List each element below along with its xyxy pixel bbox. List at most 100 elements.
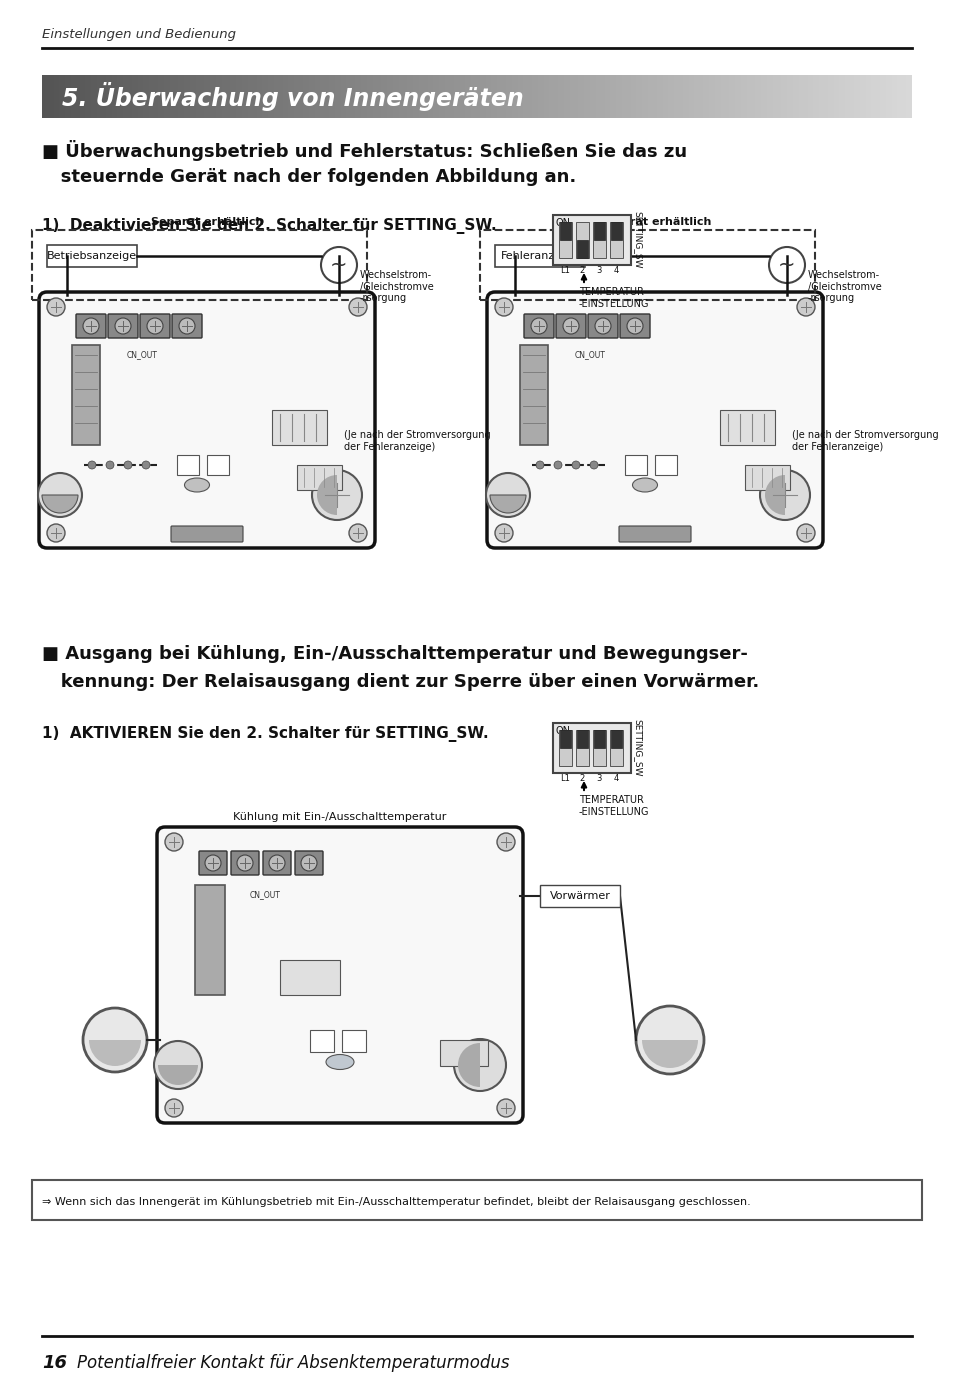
Bar [137,76,141,118]
Bar [905,76,908,118]
Circle shape [83,1008,147,1072]
Bar [677,76,679,118]
Bar [813,76,816,118]
Bar [882,76,885,118]
Bar [279,76,283,118]
Bar [48,76,51,118]
FancyBboxPatch shape [263,851,291,875]
Bar [106,76,109,118]
Bar [781,76,784,118]
Bar [569,76,573,118]
FancyBboxPatch shape [140,314,170,337]
Bar [140,76,144,118]
Bar [841,76,845,118]
Text: 4: 4 [613,774,618,783]
Bar [126,76,130,118]
Bar [178,76,181,118]
FancyBboxPatch shape [486,293,822,547]
Bar [448,76,451,118]
Circle shape [147,318,163,335]
Bar [610,729,621,748]
Bar [296,465,341,490]
Bar [181,76,185,118]
Circle shape [301,855,316,871]
Circle shape [495,524,513,542]
Bar [152,76,155,118]
Bar [228,76,231,118]
Bar [755,76,758,118]
Bar [609,223,622,258]
FancyBboxPatch shape [171,526,243,542]
Bar [236,76,239,118]
Text: CN_OUT: CN_OUT [127,350,157,358]
Bar [225,76,228,118]
FancyBboxPatch shape [76,314,106,337]
Bar [888,76,891,118]
Bar [485,76,489,118]
Bar [824,76,827,118]
Bar [587,76,590,118]
Bar [71,344,100,445]
Bar [853,76,857,118]
Bar [746,76,749,118]
Text: Wechselstrom-
/Gleichstromve
-rsorgung: Wechselstrom- /Gleichstromve -rsorgung [359,270,434,304]
Circle shape [165,833,183,851]
Bar [297,76,300,118]
Bar [155,76,158,118]
Bar [505,76,509,118]
Bar [769,76,773,118]
Bar [207,76,211,118]
Bar [610,223,621,239]
Bar [373,76,375,118]
Text: L1: L1 [559,774,569,783]
Text: 4: 4 [613,266,618,274]
Bar [593,729,605,766]
Bar [827,76,830,118]
Wedge shape [158,1065,198,1085]
Bar [897,76,900,118]
Bar [218,76,222,118]
Circle shape [589,461,598,469]
Bar [167,76,170,118]
Bar [271,76,274,118]
Bar [45,76,49,118]
Bar [833,76,836,118]
Circle shape [572,461,579,469]
Circle shape [124,461,132,469]
Bar [407,76,411,118]
Bar [323,76,326,118]
Bar [691,76,695,118]
Bar [80,76,83,118]
Bar [624,455,646,475]
FancyBboxPatch shape [619,314,649,337]
Text: TEMPERATUR
-EINSTELLUNG: TEMPERATUR -EINSTELLUNG [578,287,649,308]
Bar [502,76,506,118]
Bar [576,729,588,766]
Bar [479,76,483,118]
Bar [482,76,486,118]
Bar [129,76,132,118]
Bar [508,76,512,118]
Bar [725,76,729,118]
Bar [650,76,654,118]
Bar [355,76,358,118]
Bar [285,76,289,118]
Circle shape [320,246,356,283]
Circle shape [497,1099,515,1117]
Bar [456,76,459,118]
Circle shape [205,855,221,871]
Bar [511,76,515,118]
FancyBboxPatch shape [231,851,258,875]
Bar [410,76,414,118]
Text: SETTING_SW: SETTING_SW [633,211,641,269]
Bar [596,76,598,118]
Bar [526,76,529,118]
Bar [810,76,813,118]
Bar [856,76,860,118]
Circle shape [531,318,546,335]
Text: 3: 3 [596,774,601,783]
Bar [844,76,848,118]
Bar [454,76,456,118]
Text: Separat erhältlich: Separat erhältlich [598,217,710,227]
Bar [439,1040,488,1065]
